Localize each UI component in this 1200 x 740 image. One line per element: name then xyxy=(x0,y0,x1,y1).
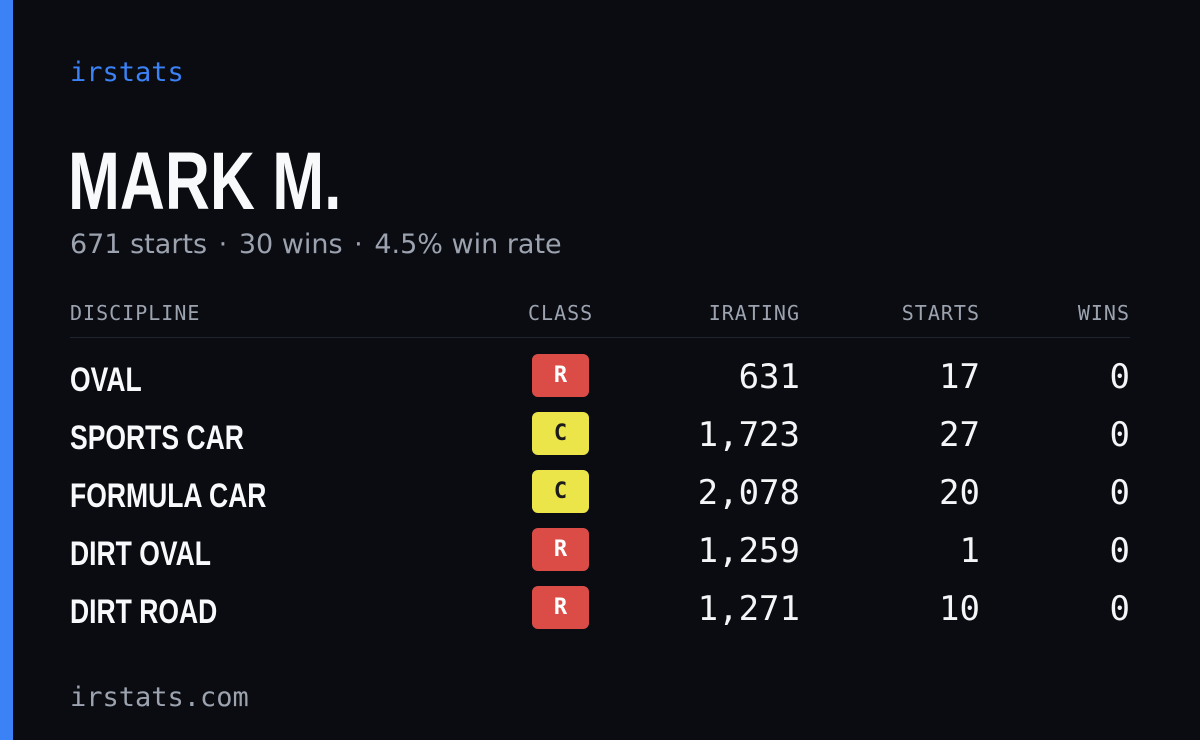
irating-value: 2,078 xyxy=(697,473,800,513)
license-class-badge: R xyxy=(532,586,589,629)
starts-summary: 671 starts xyxy=(70,229,208,260)
starts-value: 20 xyxy=(939,473,980,513)
column-header-discipline: DISCIPLINE xyxy=(70,301,201,325)
summary-separator: · xyxy=(354,229,363,260)
table-row: DIRT OVAL R 1,259 1 0 xyxy=(0,528,1200,586)
starts-value: 17 xyxy=(939,357,980,397)
starts-value: 1 xyxy=(959,531,980,571)
table-row: DIRT ROAD R 1,271 10 0 xyxy=(0,586,1200,644)
discipline-name: SPORTS CAR xyxy=(70,419,244,457)
discipline-name: OVAL xyxy=(70,361,142,399)
irating-value: 631 xyxy=(738,357,800,397)
starts-value: 27 xyxy=(939,415,980,455)
license-class-badge: C xyxy=(532,412,589,455)
irating-value: 1,271 xyxy=(697,589,800,629)
discipline-name: DIRT ROAD xyxy=(70,593,218,631)
starts-value: 10 xyxy=(939,589,980,629)
driver-summary: 671 starts · 30 wins · 4.5% win rate xyxy=(70,228,562,262)
license-class-badge: R xyxy=(532,354,589,397)
column-header-wins: WINS xyxy=(1077,301,1130,325)
wins-value: 0 xyxy=(1109,531,1130,571)
table-row: OVAL R 631 17 0 xyxy=(0,354,1200,412)
column-header-irating: IRATING xyxy=(708,301,800,325)
license-class-badge: C xyxy=(532,470,589,513)
table-row: SPORTS CAR C 1,723 27 0 xyxy=(0,412,1200,470)
accent-bar xyxy=(0,0,13,740)
column-header-class: CLASS xyxy=(528,301,594,325)
footer-url: irstats.com xyxy=(70,682,249,713)
wins-value: 0 xyxy=(1109,415,1130,455)
irating-value: 1,723 xyxy=(697,415,800,455)
wins-summary: 30 wins xyxy=(238,229,343,260)
wins-value: 0 xyxy=(1109,473,1130,513)
column-header-starts: STARTS xyxy=(901,301,980,325)
discipline-name: DIRT OVAL xyxy=(70,535,211,573)
driver-name: MARK M. xyxy=(68,136,342,227)
discipline-name: FORMULA CAR xyxy=(70,477,267,515)
irating-value: 1,259 xyxy=(697,531,800,571)
win-rate-summary: 4.5% win rate xyxy=(374,229,562,260)
wins-value: 0 xyxy=(1109,589,1130,629)
summary-separator: · xyxy=(218,229,228,260)
brand-logo-text: irstats xyxy=(70,57,184,88)
table-row: FORMULA CAR C 2,078 20 0 xyxy=(0,470,1200,528)
header-divider xyxy=(70,337,1130,338)
wins-value: 0 xyxy=(1109,357,1130,397)
license-class-badge: R xyxy=(532,528,589,571)
